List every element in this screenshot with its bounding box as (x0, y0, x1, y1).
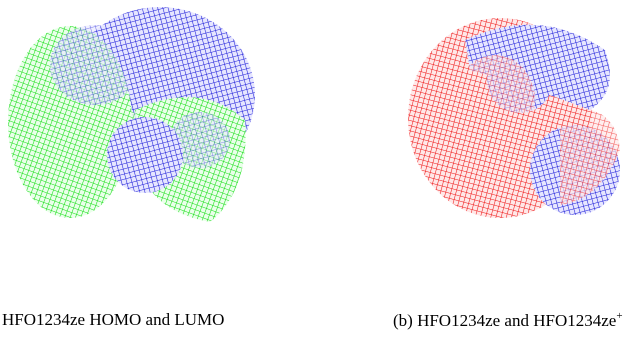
caption-a: HFO1234ze HOMO and LUMO (2, 310, 225, 329)
caption-b: (b) HFO1234ze and HFO1234ze+ (393, 310, 623, 331)
cation-image (408, 18, 620, 218)
caption-b-superscript: + (616, 310, 623, 322)
figure-images (8, 7, 620, 222)
homo-lumo-image (8, 7, 255, 222)
caption-b-text: (b) HFO1234ze and HFO1234ze (393, 311, 617, 330)
